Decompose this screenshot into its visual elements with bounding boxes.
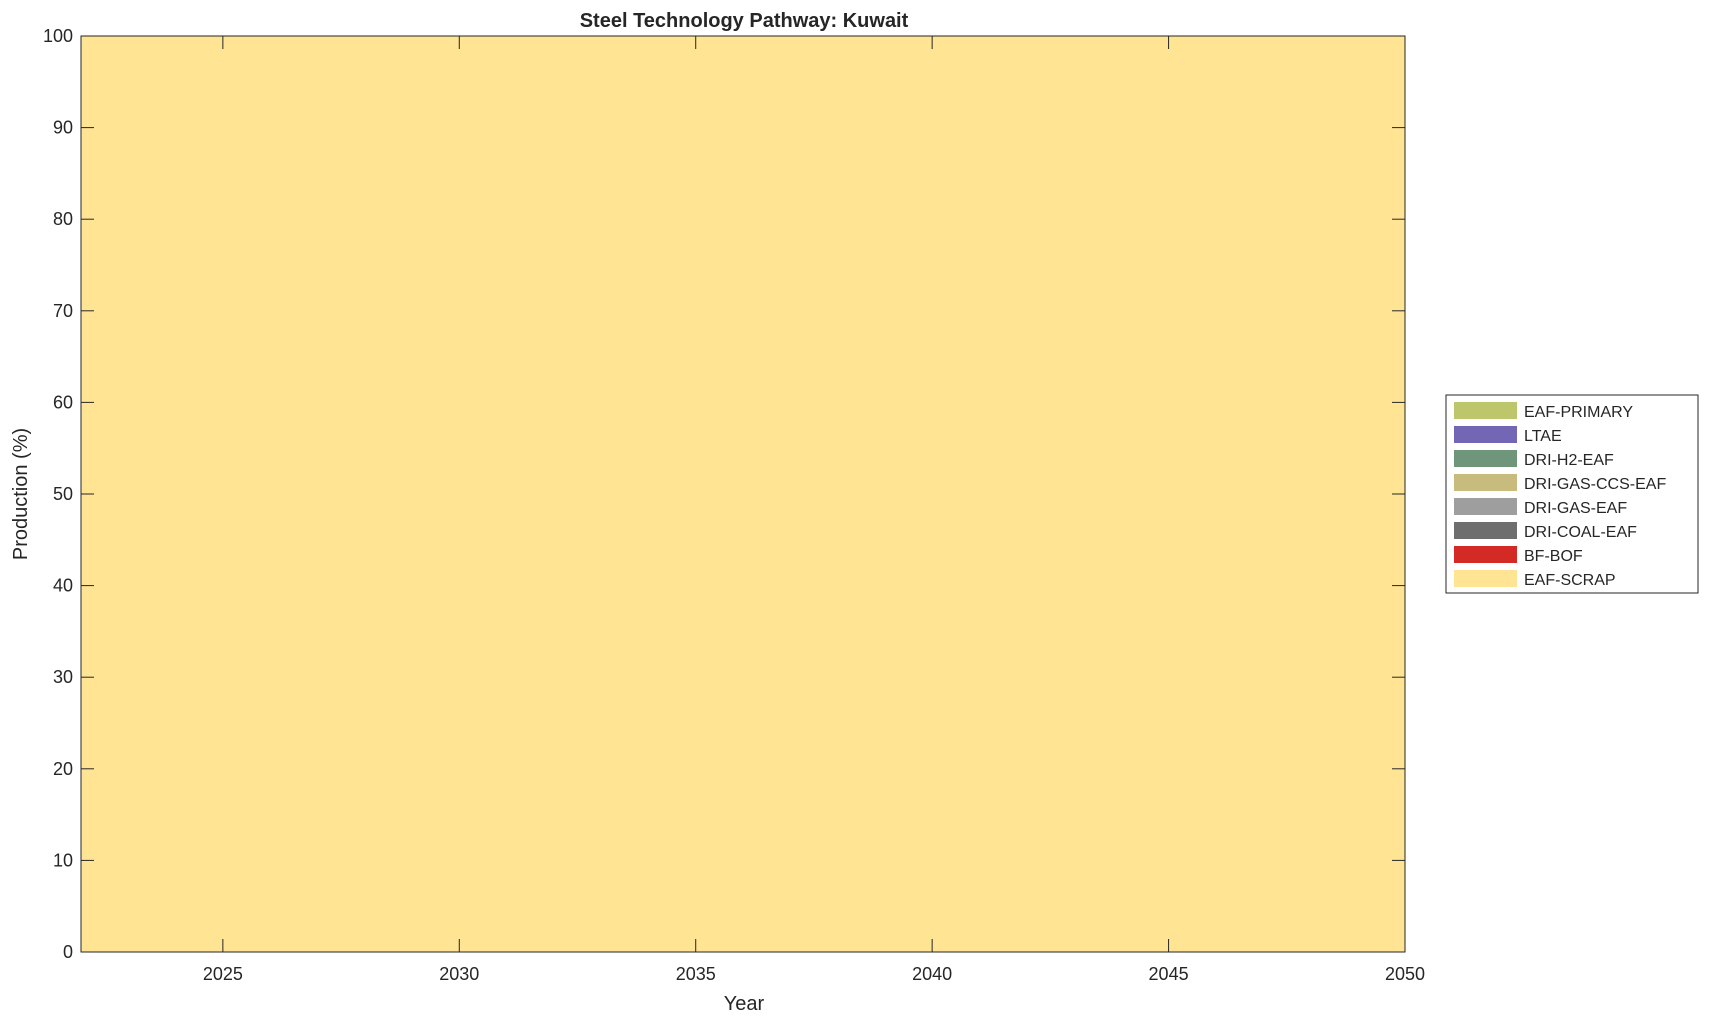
y-tick-label: 50 xyxy=(53,484,73,504)
legend-swatch xyxy=(1454,474,1517,491)
y-tick-label: 90 xyxy=(53,118,73,138)
legend-label: DRI-H2-EAF xyxy=(1524,452,1614,469)
y-tick-label: 20 xyxy=(53,759,73,779)
y-tick-label: 0 xyxy=(63,942,73,962)
ticks: 2025 2030 2035 2040 2045 20500102030405060708… xyxy=(43,26,1425,984)
y-tick-label: 40 xyxy=(53,576,73,596)
legend-label: DRI-GAS-CCS-EAF xyxy=(1524,476,1666,493)
y-tick-label: 10 xyxy=(53,850,73,870)
legend-label: BF-BOF xyxy=(1524,548,1583,565)
legend: EAF-PRIMARY LTAE DRI-H2-EAF DRI-GAS-CCS-EAF… xyxy=(1445,394,1699,594)
legend-swatch xyxy=(1454,570,1517,587)
areas xyxy=(81,36,1405,952)
area-eaf-scrap xyxy=(81,36,1405,952)
legend-label: EAF-PRIMARY xyxy=(1524,404,1633,421)
legend-swatch xyxy=(1454,426,1517,443)
legend-swatch xyxy=(1454,498,1517,515)
legend-swatch xyxy=(1454,522,1517,539)
x-tick-label: 2035 xyxy=(676,964,716,984)
x-tick-label: 2045 xyxy=(1149,964,1189,984)
y-tick-label: 100 xyxy=(43,26,73,46)
chart-title: Steel Technology Pathway: Kuwait xyxy=(580,10,909,32)
y-tick-label: 80 xyxy=(53,209,73,229)
legend-label: DRI-GAS-EAF xyxy=(1524,500,1627,517)
legend-swatch xyxy=(1454,546,1517,563)
legend-label: EAF-SCRAP xyxy=(1524,572,1616,589)
x-axis-label: Year xyxy=(724,993,765,1015)
legend-label: DRI-COAL-EAF xyxy=(1524,524,1637,541)
x-tick-label: 2025 xyxy=(203,964,243,984)
legend-swatch xyxy=(1454,402,1517,419)
legend-label: LTAE xyxy=(1524,428,1562,445)
y-tick-label: 70 xyxy=(53,301,73,321)
y-tick-label: 30 xyxy=(53,667,73,687)
x-tick-label: 2050 xyxy=(1385,964,1425,984)
y-tick-label: 60 xyxy=(53,392,73,412)
legend-swatch xyxy=(1454,450,1517,467)
y-axis-label: Production (%) xyxy=(10,428,32,560)
x-tick-label: 2040 xyxy=(912,964,952,984)
x-tick-label: 2030 xyxy=(439,964,479,984)
